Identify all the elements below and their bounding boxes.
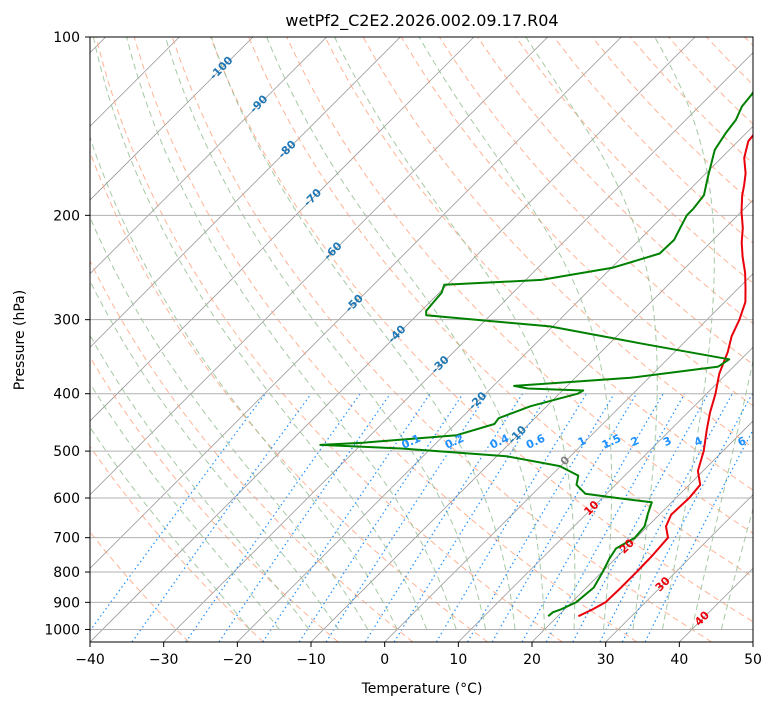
mixing-ratio-line <box>218 393 391 642</box>
dewpoint-line <box>319 90 753 617</box>
mixing-ratio-line <box>131 393 312 642</box>
x-tick-label: 0 <box>380 652 389 668</box>
dry-adiabat-line <box>286 37 753 534</box>
mixing-ratio-line <box>298 393 464 642</box>
x-tick-label: −40 <box>75 652 105 668</box>
moist-adiabat-line <box>126 37 457 630</box>
moist-adiabat-line <box>90 334 310 630</box>
pressure-grid <box>90 37 753 630</box>
moist-adiabat-line <box>164 37 487 630</box>
dry-adiabat-line <box>90 445 264 642</box>
y-tick-label: 300 <box>53 313 80 329</box>
plot-area <box>90 37 753 642</box>
x-tick-label: −10 <box>296 652 326 668</box>
moist-adiabat-line <box>266 37 546 630</box>
mixing-ratio-line <box>466 393 615 642</box>
y-tick-label: 400 <box>53 387 80 403</box>
x-tick-label: 50 <box>744 652 762 668</box>
isotherm-line <box>458 346 753 642</box>
isotherm-line <box>605 494 753 642</box>
y-tick-label: 1000 <box>44 622 80 638</box>
dry-adiabat-line <box>171 37 712 642</box>
dry-adiabat-line <box>210 37 753 623</box>
plot-frame <box>89 36 754 643</box>
isotherm-line <box>752 641 753 642</box>
axes: −40 −30 −20 −10 0 10 20 30 40 50 100 200 300 400 500 60… <box>44 30 762 668</box>
dry-adiabat-line <box>95 37 563 642</box>
moist-adiabat-line <box>210 37 516 630</box>
isotherm-line <box>90 37 254 201</box>
x-tick-label: 40 <box>670 652 688 668</box>
isotherm-line <box>90 37 401 348</box>
dry-adiabat-line <box>515 37 753 284</box>
mixing-ratio-line <box>90 393 266 632</box>
dry-adiabat-line <box>90 259 414 642</box>
isotherm-line <box>531 420 753 642</box>
isotherm-line <box>90 37 327 275</box>
isotherm-line <box>90 37 548 496</box>
mixing-ratio-line <box>521 393 664 642</box>
chart-title: wetPf2_C2E2.2026.002.09.17.R04 <box>285 11 558 31</box>
isotherm-line <box>237 125 753 642</box>
x-tick-label: −20 <box>223 652 253 668</box>
moist-adiabat-line <box>90 382 280 630</box>
y-tick-label: 500 <box>53 444 80 460</box>
y-tick-label: 900 <box>53 595 80 611</box>
y-tick-label: 600 <box>53 491 80 507</box>
mixing-ratio-line <box>491 393 638 642</box>
moist-adiabat-line <box>418 37 613 630</box>
x-tick-label: 10 <box>449 652 467 668</box>
x-tick-label: 30 <box>597 652 615 668</box>
moist-adiabat-line <box>525 37 658 630</box>
y-tick-label: 200 <box>53 208 80 224</box>
dry-adiabat-line <box>248 37 753 578</box>
mixing-ratio-label: 8 <box>760 434 772 449</box>
moist-adiabat-line <box>90 279 339 630</box>
y-tick-label: 700 <box>53 531 80 547</box>
mixing-ratio-line <box>393 393 550 642</box>
y-axis-label: Pressure (hPa) <box>12 290 28 390</box>
background-lines <box>90 37 753 642</box>
moist-adiabat-line <box>90 135 398 630</box>
temperature-line <box>577 133 753 618</box>
y-tick-label: 100 <box>53 30 80 46</box>
isotherm-line <box>163 52 753 642</box>
isotherm-line <box>384 273 753 642</box>
moist-adiabat-line <box>691 358 753 630</box>
profile-series <box>319 90 753 618</box>
moist-adiabat-line <box>334 37 576 630</box>
moist-adiabat-line <box>654 37 715 630</box>
moist-adiabat-line <box>720 506 753 630</box>
x-axis-label: Temperature (°C) <box>361 681 483 697</box>
mixing-ratio-line <box>545 393 686 642</box>
isotherm-line <box>90 37 622 569</box>
dry-adiabat-line <box>324 37 753 491</box>
mixing-ratio-line <box>572 393 709 642</box>
moist-adiabat-line <box>90 215 369 630</box>
moist-adiabat-line <box>92 37 428 630</box>
x-tick-label: 20 <box>523 652 541 668</box>
isotherm-line <box>90 37 475 422</box>
mixing-ratio-line <box>325 393 488 642</box>
isotherm-line <box>90 37 696 642</box>
x-tick-label: −30 <box>149 652 179 668</box>
moist-adiabat-line <box>90 426 251 630</box>
y-tick-label: 800 <box>53 565 80 581</box>
mixing-ratio-line <box>435 393 588 642</box>
